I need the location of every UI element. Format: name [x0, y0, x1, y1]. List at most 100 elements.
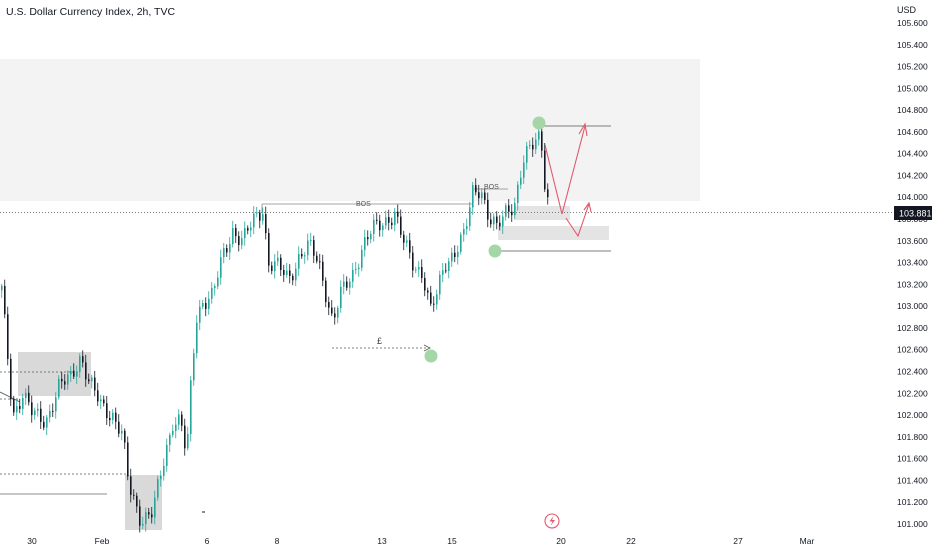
price-axis[interactable]: 105.600 105.400 105.200 105.000 104.800 104.6… — [897, 18, 928, 529]
candle-body — [121, 430, 123, 434]
order-block-box-left — [18, 352, 91, 396]
candle-body — [220, 257, 222, 278]
candle-body — [484, 192, 486, 200]
candle-body — [394, 211, 396, 226]
candle-body — [520, 177, 522, 185]
candle-body — [52, 410, 54, 412]
price-tick-label: 102.800 — [897, 323, 928, 333]
swing-high-marker — [532, 116, 546, 130]
swing-low-marker — [488, 244, 502, 258]
candle-body — [352, 269, 354, 282]
candle-body — [103, 399, 105, 404]
candle-body — [301, 253, 303, 257]
projection-arrowhead-primary — [578, 122, 588, 137]
candle-body — [475, 185, 477, 193]
candle-body — [181, 414, 183, 426]
candle-body — [130, 476, 132, 495]
candle-body — [262, 214, 264, 221]
candle-body — [349, 281, 351, 288]
candle-body — [13, 399, 15, 413]
candle-body — [235, 227, 237, 237]
candle-body — [88, 379, 90, 382]
candle-body — [361, 249, 363, 268]
candle-body — [442, 270, 444, 275]
candle-body — [523, 162, 525, 178]
candle-body — [55, 397, 57, 412]
time-tick-label: Feb — [95, 536, 110, 546]
candle-body — [136, 495, 138, 507]
candle-body — [346, 281, 348, 288]
candle-body — [379, 220, 381, 231]
candle-body — [316, 255, 318, 262]
candle-body — [190, 380, 192, 435]
candle-body — [526, 146, 528, 163]
last-price-value: 103.881 — [899, 209, 932, 219]
candle-body — [481, 192, 483, 199]
candle-body — [289, 270, 291, 276]
candle-body — [529, 144, 531, 147]
candle-body — [541, 131, 543, 151]
last-price-bg — [894, 206, 932, 220]
price-tick-label: 103.400 — [897, 258, 928, 268]
candle-body — [343, 281, 345, 287]
candle-body — [307, 240, 309, 256]
candle-body — [298, 253, 300, 269]
candle-body — [310, 240, 312, 242]
candle-body — [1, 285, 3, 291]
candle-body — [544, 150, 546, 190]
candle-body — [259, 212, 261, 221]
candle-body — [409, 240, 411, 253]
candle-body — [22, 398, 24, 409]
time-axis[interactable]: 30 Feb 6 8 13 15 20 22 27 Mar — [27, 536, 814, 546]
candle-body — [106, 403, 108, 419]
replay-lightning-icon[interactable] — [544, 513, 560, 529]
price-tick-label: 102.400 — [897, 366, 928, 376]
candle-body — [67, 374, 69, 385]
candle-body — [385, 217, 387, 226]
candle-body — [367, 237, 369, 240]
candle-body — [148, 512, 150, 515]
candle-body — [160, 475, 162, 480]
candle-body — [535, 139, 537, 150]
candle-body — [505, 205, 507, 217]
candle-body — [154, 497, 156, 518]
candle-body — [319, 261, 321, 263]
candle-body — [445, 270, 447, 272]
candle-body — [514, 202, 516, 216]
candle-body — [187, 434, 189, 449]
candle-body — [46, 417, 48, 428]
candle-body — [157, 479, 159, 498]
price-tick-label: 103.000 — [897, 301, 928, 311]
candle-body — [238, 236, 240, 246]
candle-body — [373, 219, 375, 234]
price-tick-label: 101.400 — [897, 475, 928, 485]
candle-body — [271, 265, 273, 271]
candle-body — [145, 512, 147, 524]
projection-arrowhead-secondary — [583, 201, 592, 213]
candle-body — [232, 227, 234, 245]
candle-body — [184, 425, 186, 449]
candle-body — [283, 269, 285, 275]
price-tick-label: 102.000 — [897, 410, 928, 420]
price-tick-label: 104.600 — [897, 127, 928, 137]
candle-body — [430, 292, 432, 304]
candle-body — [424, 277, 426, 291]
price-tick-label: 102.200 — [897, 388, 928, 398]
time-tick-label: 6 — [205, 536, 210, 546]
candle-body — [334, 313, 336, 318]
candle-body — [547, 189, 549, 198]
candle-body — [325, 280, 327, 303]
candle-body — [340, 286, 342, 308]
candle-body — [337, 307, 339, 318]
liquidity-sweep-marker — [424, 349, 438, 363]
candle-body — [58, 378, 60, 398]
candle-body — [292, 275, 294, 281]
price-tick-label: 103.600 — [897, 236, 928, 246]
candle-body — [280, 257, 282, 270]
candle-body — [508, 205, 510, 212]
candle-body — [457, 251, 459, 258]
candle-body — [487, 199, 489, 220]
candle-body — [502, 216, 504, 227]
